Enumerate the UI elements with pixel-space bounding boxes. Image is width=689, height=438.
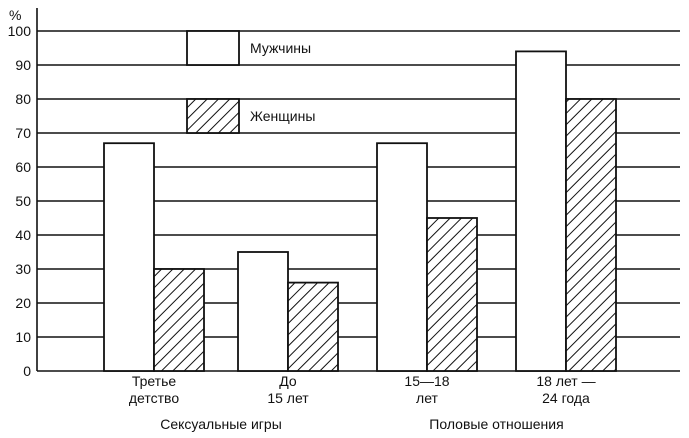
legend-men-label: Мужчины (250, 40, 311, 56)
y-tick-label: 0 (23, 363, 31, 379)
x-category-label: Третье (132, 373, 177, 389)
y-tick-label: 10 (15, 329, 31, 345)
x-category-label: 15 лет (267, 390, 309, 406)
y-tick-label: 100 (8, 23, 32, 39)
bar-women (565, 98, 617, 372)
bar-women (287, 281, 339, 372)
y-tick-label: 30 (15, 261, 31, 277)
bar-men (237, 251, 289, 372)
y-tick-label: 60 (15, 159, 31, 175)
legend-women-label: Женщины (250, 108, 315, 124)
bar-men (515, 50, 567, 372)
x-category-label: детство (129, 390, 179, 406)
legend-men-swatch (186, 30, 240, 66)
legend-women-swatch (186, 98, 240, 134)
bar-women (153, 268, 205, 372)
bar-men (376, 142, 428, 372)
bars (103, 50, 617, 372)
y-tick-label: 90 (15, 57, 31, 73)
y-tick-label: 80 (15, 91, 31, 107)
bar-women (426, 217, 478, 372)
x-category-label: 24 года (542, 390, 590, 406)
y-unit-label: % (9, 7, 21, 23)
y-tick-label: 20 (15, 295, 31, 311)
x-category-label: До (279, 373, 297, 389)
legend: Мужчины Женщины (186, 30, 315, 134)
y-tick-label: 40 (15, 227, 31, 243)
y-tick-label: 50 (15, 193, 31, 209)
x-category-label: 18 лет — (536, 373, 595, 389)
x-group-label: Половые отношения (429, 416, 563, 432)
x-category-label: лет (416, 390, 438, 406)
bar-men (103, 142, 155, 372)
y-tick-label: 70 (15, 125, 31, 141)
x-category-label: 15—18 (404, 373, 449, 389)
x-group-label: Сексуальные игры (160, 416, 282, 432)
